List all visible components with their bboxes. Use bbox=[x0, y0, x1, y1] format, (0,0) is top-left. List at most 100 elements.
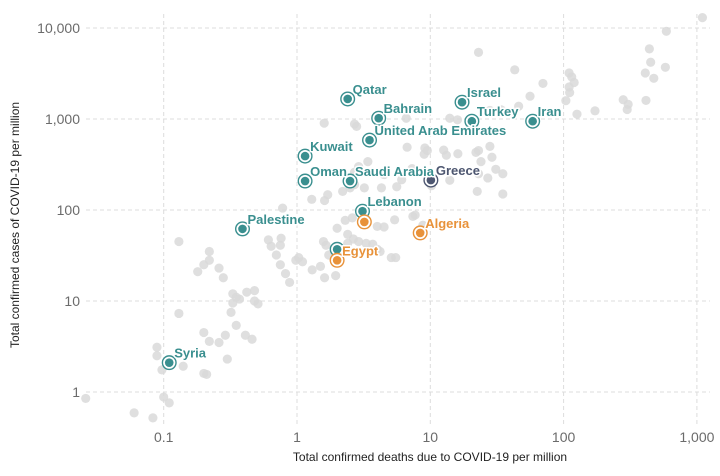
background-point[interactable] bbox=[472, 186, 482, 197]
highlighted-point[interactable] bbox=[354, 203, 370, 219]
background-point[interactable] bbox=[280, 269, 291, 279]
background-point[interactable] bbox=[622, 104, 632, 115]
background-point[interactable] bbox=[318, 236, 329, 247]
background-point[interactable] bbox=[247, 334, 257, 344]
background-point[interactable] bbox=[284, 277, 295, 288]
background-point[interactable] bbox=[661, 26, 671, 36]
background-point[interactable] bbox=[148, 413, 158, 423]
background-point[interactable] bbox=[240, 330, 250, 340]
background-point[interactable] bbox=[485, 105, 495, 116]
background-point[interactable] bbox=[397, 175, 407, 185]
background-point[interactable] bbox=[379, 169, 389, 180]
background-point[interactable] bbox=[354, 236, 364, 247]
background-point[interactable] bbox=[510, 65, 520, 75]
background-point[interactable] bbox=[485, 141, 495, 151]
background-point[interactable] bbox=[402, 142, 412, 152]
background-point[interactable] bbox=[496, 105, 506, 115]
background-point[interactable] bbox=[359, 183, 369, 193]
background-point[interactable] bbox=[253, 299, 263, 309]
background-point[interactable] bbox=[363, 157, 373, 167]
highlighted-point[interactable] bbox=[423, 172, 439, 188]
background-point[interactable] bbox=[218, 273, 228, 283]
background-point[interactable] bbox=[352, 121, 362, 131]
background-point[interactable] bbox=[697, 13, 708, 23]
background-point[interactable] bbox=[572, 109, 582, 119]
background-point[interactable] bbox=[315, 261, 326, 272]
background-point[interactable] bbox=[319, 273, 330, 283]
highlighted-point[interactable] bbox=[329, 252, 345, 268]
background-point[interactable] bbox=[234, 294, 245, 304]
background-point[interactable] bbox=[204, 336, 214, 346]
background-point[interactable] bbox=[375, 246, 385, 257]
background-point[interactable] bbox=[641, 95, 651, 106]
background-point[interactable] bbox=[445, 113, 455, 123]
highlighted-point[interactable] bbox=[297, 148, 313, 164]
background-point[interactable] bbox=[276, 233, 286, 243]
highlighted-point[interactable] bbox=[234, 221, 250, 237]
background-point[interactable] bbox=[487, 152, 497, 162]
highlighted-point[interactable] bbox=[340, 91, 356, 107]
background-point[interactable] bbox=[347, 213, 357, 223]
background-point[interactable] bbox=[242, 287, 252, 297]
background-point[interactable] bbox=[483, 173, 493, 183]
background-point[interactable] bbox=[266, 241, 276, 251]
highlighted-point[interactable] bbox=[412, 225, 428, 241]
background-point[interactable] bbox=[159, 392, 169, 402]
background-point[interactable] bbox=[297, 257, 308, 267]
background-point[interactable] bbox=[271, 250, 281, 260]
background-point[interactable] bbox=[174, 236, 184, 247]
background-point[interactable] bbox=[452, 115, 463, 125]
background-point[interactable] bbox=[498, 189, 508, 199]
background-point[interactable] bbox=[152, 351, 162, 361]
background-point[interactable] bbox=[275, 240, 285, 250]
background-point[interactable] bbox=[644, 44, 654, 54]
background-point[interactable] bbox=[491, 164, 501, 174]
highlighted-point[interactable] bbox=[362, 132, 378, 148]
background-point[interactable] bbox=[202, 369, 212, 380]
highlighted-point[interactable] bbox=[371, 110, 387, 126]
highlighted-point[interactable] bbox=[525, 113, 541, 129]
background-point[interactable] bbox=[473, 169, 484, 179]
background-point[interactable] bbox=[660, 62, 670, 72]
background-point[interactable] bbox=[391, 252, 401, 263]
background-point[interactable] bbox=[220, 330, 230, 340]
background-point[interactable] bbox=[476, 157, 486, 167]
background-point[interactable] bbox=[228, 298, 238, 308]
background-point[interactable] bbox=[340, 215, 350, 225]
background-point[interactable] bbox=[590, 106, 600, 116]
background-point[interactable] bbox=[231, 320, 241, 330]
background-point[interactable] bbox=[178, 361, 188, 371]
background-point[interactable] bbox=[376, 183, 387, 193]
background-point[interactable] bbox=[538, 78, 548, 89]
highlighted-point[interactable] bbox=[356, 214, 372, 230]
background-point[interactable] bbox=[649, 73, 659, 83]
background-point[interactable] bbox=[441, 150, 451, 160]
highlighted-point[interactable] bbox=[464, 113, 480, 129]
background-point[interactable] bbox=[222, 354, 232, 364]
background-point[interactable] bbox=[410, 210, 420, 220]
background-point[interactable] bbox=[565, 88, 575, 98]
background-point[interactable] bbox=[379, 222, 389, 232]
background-point[interactable] bbox=[390, 215, 400, 225]
background-point[interactable] bbox=[473, 145, 484, 156]
background-point[interactable] bbox=[214, 263, 224, 273]
background-point[interactable] bbox=[204, 246, 214, 257]
background-point[interactable] bbox=[278, 203, 288, 213]
background-point[interactable] bbox=[445, 175, 455, 185]
background-point[interactable] bbox=[226, 307, 236, 317]
highlighted-point[interactable] bbox=[454, 94, 470, 110]
background-point[interactable] bbox=[419, 149, 429, 159]
background-point[interactable] bbox=[164, 398, 174, 408]
background-point[interactable] bbox=[174, 308, 184, 319]
background-point[interactable] bbox=[323, 190, 333, 200]
background-point[interactable] bbox=[152, 342, 162, 352]
highlighted-point[interactable] bbox=[342, 173, 358, 189]
background-point[interactable] bbox=[275, 260, 285, 270]
background-point[interactable] bbox=[407, 164, 417, 174]
highlighted-point[interactable] bbox=[161, 355, 177, 371]
background-point[interactable] bbox=[307, 194, 317, 204]
background-point[interactable] bbox=[453, 149, 463, 159]
background-point[interactable] bbox=[525, 91, 535, 101]
background-point[interactable] bbox=[129, 408, 139, 418]
background-point[interactable] bbox=[514, 101, 524, 111]
